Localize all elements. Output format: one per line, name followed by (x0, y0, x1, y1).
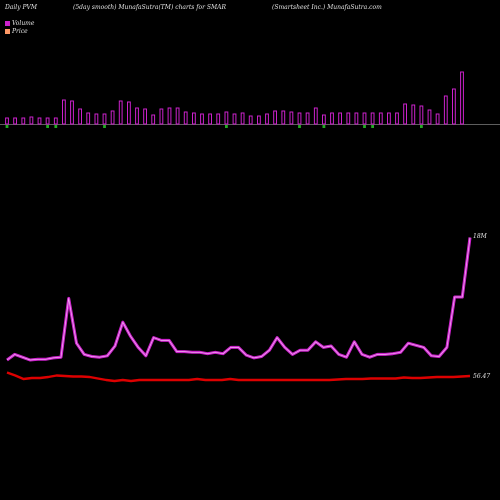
volume-bar (460, 71, 464, 125)
volume-bar (200, 113, 204, 125)
volume-bar (265, 113, 269, 125)
volume-down-tick (322, 125, 326, 128)
volume-bar (86, 112, 91, 125)
volume-bar (94, 113, 99, 125)
header-center-title: (5day smooth) MunafaSutra(TM) charts for… (73, 4, 226, 11)
volume-bar (118, 100, 123, 125)
volume-bar (273, 110, 278, 125)
volume-bar (53, 117, 58, 125)
volume-bar (45, 117, 50, 125)
volume-bar (403, 103, 408, 125)
volume-bar (151, 114, 156, 125)
volume-bar (330, 112, 334, 125)
smoothed-line (6, 371, 471, 383)
volume-bar (175, 107, 180, 125)
volume-down-tick (5, 125, 9, 128)
volume-down-tick (54, 125, 58, 128)
volume-bar (354, 112, 359, 125)
volume-bar (378, 112, 383, 125)
volume-bar (183, 111, 188, 125)
volume-last-label: 18M (473, 233, 488, 240)
volume-down-tick (298, 125, 301, 128)
volume-bar (21, 117, 26, 125)
volume-bar (127, 101, 131, 125)
volume-bar (70, 100, 74, 125)
volume-bar (443, 95, 448, 125)
volume-bar (37, 117, 42, 125)
volume-bar (419, 105, 424, 125)
volume-bar (110, 110, 115, 125)
legend-volume: Volume (5, 20, 34, 27)
volume-bar (102, 113, 107, 125)
volume-bar (257, 115, 261, 125)
volume-bar (452, 88, 456, 125)
volume-bar (370, 112, 375, 125)
volume-bar (167, 107, 172, 125)
volume-bar (338, 112, 343, 125)
volume-bar (159, 108, 164, 125)
volume-bar (208, 113, 212, 125)
volume-bar (387, 112, 391, 125)
volume-bar (29, 116, 34, 125)
volume-bar (281, 110, 286, 125)
volume-bars (5, 71, 464, 128)
volume-down-tick (103, 125, 106, 128)
volume-bar (427, 109, 432, 125)
volume-bar (143, 108, 147, 125)
volume-bar (435, 113, 440, 125)
volume-bar (289, 111, 294, 125)
volume-bar (411, 104, 416, 125)
legend-volume-swatch (5, 21, 10, 26)
volume-down-tick (371, 125, 374, 128)
volume-bar (192, 112, 196, 125)
volume-down-tick (46, 125, 49, 128)
price-line-highlight (6, 237, 471, 361)
header-left-title: Daily PVM (5, 4, 38, 11)
volume-bar (232, 113, 237, 125)
legend-price-swatch (5, 29, 10, 34)
volume-bar (248, 115, 253, 125)
volume-bar (216, 113, 221, 125)
volume-down-tick (363, 125, 366, 128)
volume-bar (313, 107, 318, 125)
volume-bar (78, 108, 82, 125)
volume-bar (240, 112, 245, 125)
legend-price-label: Price (12, 28, 28, 35)
volume-bar (135, 107, 139, 125)
lines-group (6, 237, 472, 383)
volume-bar (13, 117, 17, 125)
price-last-label: 56.47 (473, 373, 490, 380)
volume-bar (322, 114, 326, 125)
header-right-title: (Smartsheet Inc.) MunafaSutra.com (272, 4, 382, 11)
volume-bar (224, 111, 229, 125)
volume-bar (362, 112, 367, 125)
volume-bar (62, 99, 66, 125)
legend-price: Price (5, 28, 28, 35)
volume-down-tick (225, 125, 228, 128)
volume-bar (395, 112, 399, 125)
volume-bar (305, 112, 310, 125)
legend-volume-label: Volume (12, 20, 35, 27)
volume-down-tick (420, 125, 423, 128)
volume-bar (297, 112, 302, 125)
volume-bar (5, 117, 9, 125)
volume-bar (346, 112, 351, 125)
